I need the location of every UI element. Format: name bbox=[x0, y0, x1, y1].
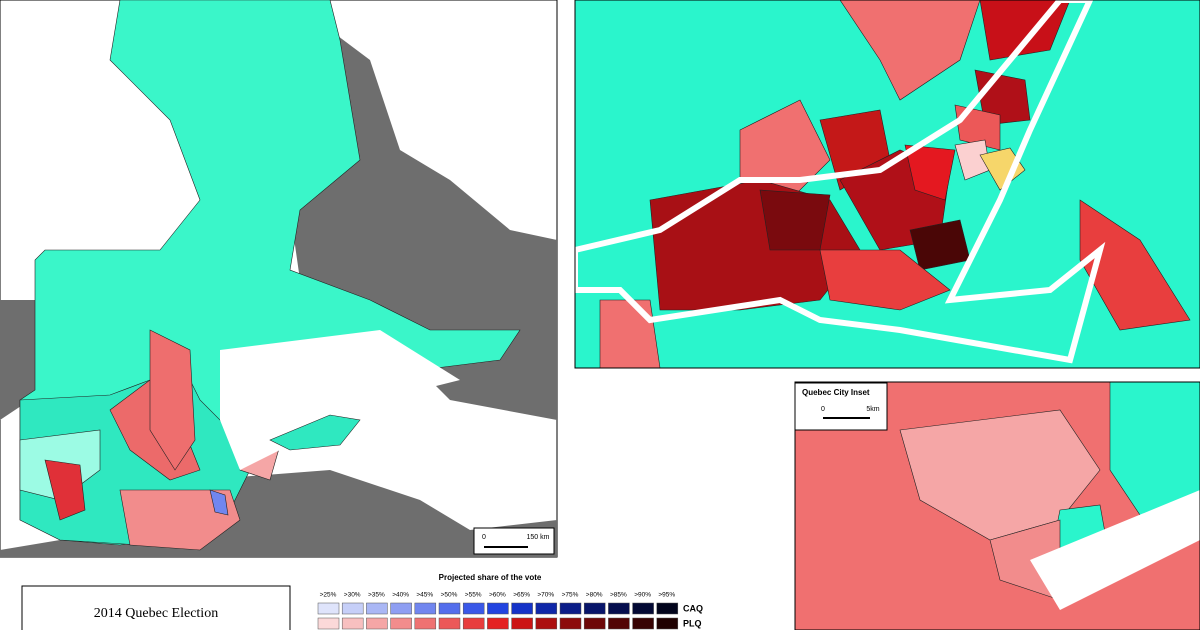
region-outaouais bbox=[44, 459, 86, 521]
region-montreal bbox=[119, 489, 241, 551]
legend-threshold: >95% bbox=[658, 592, 675, 599]
legend-swatch bbox=[632, 602, 654, 615]
legend-swatch bbox=[583, 617, 606, 630]
legend-swatch bbox=[511, 617, 533, 630]
legend: Projected share of the vote >25% >30% >35%… bbox=[317, 573, 703, 630]
inset-frame bbox=[574, 0, 1200, 369]
water-st-lawrence bbox=[220, 330, 460, 470]
quebec-city-inset: Quebec City Inset 0 5km bbox=[794, 381, 1200, 630]
legend-threshold: >75% bbox=[562, 592, 579, 599]
legend-threshold: >70% bbox=[537, 592, 554, 599]
legend-swatch bbox=[608, 617, 630, 630]
legend-swatch bbox=[317, 602, 340, 615]
legend-swatch bbox=[656, 602, 679, 615]
scale-start: 0 bbox=[482, 534, 486, 541]
legend-swatch bbox=[438, 617, 461, 630]
qc-scale-start: 0 bbox=[821, 406, 825, 413]
legend-threshold: >35% bbox=[368, 592, 385, 599]
title-box bbox=[21, 585, 291, 630]
legend-swatch bbox=[535, 602, 558, 615]
legend-swatch bbox=[511, 602, 533, 615]
land-labrador bbox=[290, 30, 557, 420]
legend-swatch bbox=[341, 602, 364, 615]
legend-threshold: >90% bbox=[634, 592, 651, 599]
legend-swatch bbox=[390, 602, 412, 615]
main-map: 0 150 km bbox=[0, 0, 558, 558]
district bbox=[839, 0, 981, 101]
map-title: 2014 Quebec Election bbox=[94, 606, 218, 621]
qc-scale-end: 5km bbox=[866, 406, 879, 413]
district bbox=[819, 249, 951, 311]
legend-swatch bbox=[487, 617, 509, 630]
district bbox=[1079, 199, 1191, 331]
montreal-inset bbox=[572, 0, 1200, 369]
legend-threshold: >85% bbox=[610, 592, 627, 599]
legend-threshold: >45% bbox=[416, 592, 433, 599]
legend-swatch bbox=[583, 602, 606, 615]
legend-threshold: >50% bbox=[441, 592, 458, 599]
district bbox=[904, 144, 956, 201]
legend-threshold: >55% bbox=[465, 592, 482, 599]
legend-threshold: >60% bbox=[489, 592, 506, 599]
region-portneuf bbox=[149, 329, 196, 471]
district bbox=[599, 299, 661, 369]
qc-label-box bbox=[794, 382, 888, 431]
legend-swatch bbox=[366, 617, 388, 630]
legend-swatch bbox=[462, 602, 485, 615]
qc-frame bbox=[794, 381, 1200, 630]
region-caq bbox=[209, 489, 229, 516]
legend-threshold: >65% bbox=[513, 592, 530, 599]
district bbox=[759, 189, 831, 251]
legend-swatch bbox=[438, 602, 461, 615]
region-gaspe bbox=[269, 414, 361, 451]
legend-party: CAQ bbox=[683, 603, 703, 613]
legend-threshold: >25% bbox=[320, 592, 337, 599]
scale-box bbox=[473, 527, 555, 555]
legend-swatch bbox=[656, 617, 679, 630]
legend-party: PLQ bbox=[683, 618, 702, 628]
legend-swatch bbox=[462, 617, 485, 630]
legend-swatch bbox=[317, 617, 340, 630]
legend-swatch bbox=[414, 602, 437, 615]
legend-threshold: >80% bbox=[586, 592, 603, 599]
river bbox=[1030, 490, 1200, 610]
scale-end: 150 km bbox=[527, 534, 550, 541]
legend-swatch bbox=[632, 617, 654, 630]
legend-swatch bbox=[390, 617, 412, 630]
legend-swatch bbox=[414, 617, 437, 630]
legend-swatch bbox=[559, 602, 582, 615]
legend-swatch bbox=[366, 602, 388, 615]
legend-title: Projected share of the vote bbox=[439, 573, 542, 582]
legend-threshold: >30% bbox=[344, 592, 361, 599]
legend-threshold: >40% bbox=[392, 592, 409, 599]
legend-swatch bbox=[341, 617, 364, 630]
qc-inset-title: Quebec City Inset bbox=[802, 388, 870, 397]
legend-swatch bbox=[487, 602, 509, 615]
district bbox=[979, 147, 1026, 191]
legend-swatch bbox=[559, 617, 582, 630]
legend-swatch bbox=[535, 617, 558, 630]
rivers bbox=[572, 0, 1106, 364]
legend-swatch bbox=[608, 602, 630, 615]
